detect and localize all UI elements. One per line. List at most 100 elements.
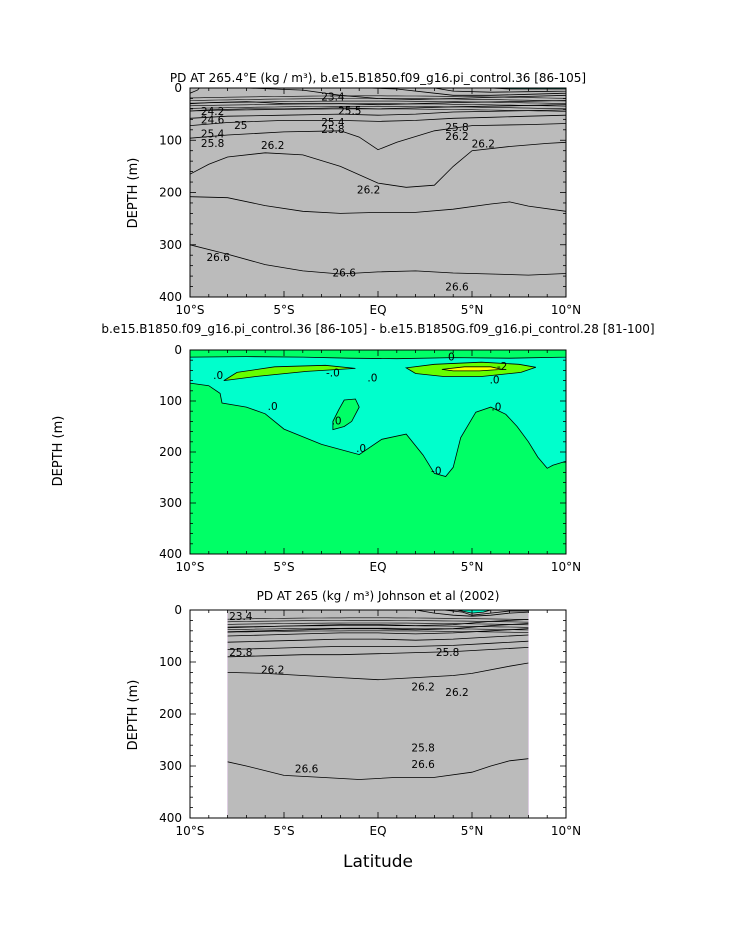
- panel-3-contour-9: [415, 610, 529, 617]
- panel-3-contour-4: [227, 634, 529, 643]
- panel-3-xtick-label-1: 5°S: [273, 824, 294, 838]
- panel-2-contour-label-7: .0: [491, 402, 501, 414]
- panel-1-contour-fine-3: [190, 100, 566, 104]
- panel-1-contour-6: [190, 104, 566, 112]
- panel-1-contour-label-9: 25.5: [338, 106, 361, 118]
- panel-1-contour-label-12: 26.2: [472, 138, 495, 150]
- panel-1-contour-label-16: 26.6: [445, 282, 469, 294]
- panel-1-contour-10: [434, 88, 566, 93]
- panel-3-contour-label-5: 26.2: [445, 687, 468, 699]
- panel-3-layer-11: [227, 610, 529, 818]
- panel-1-contour-label-3: 25: [234, 120, 247, 132]
- panel-3-contour-10: [443, 610, 529, 616]
- panel-3-fields: [227, 610, 529, 818]
- panel-3: PD AT 265 (kg / m³) Johnson et al (2002)…: [126, 589, 581, 838]
- panel-3-contour-11: [456, 610, 491, 614]
- panel-3-contour-label-4: 26.2: [411, 682, 434, 694]
- panel-2-region-1: [332, 398, 360, 431]
- panel-3-xtick-label-2: EQ: [369, 824, 386, 838]
- panel-2-ylabel: DEPTH (m): [51, 416, 66, 487]
- panel-2-contour-label-8: .0: [356, 443, 366, 455]
- panel-3-contour-label-0: 23.4: [229, 611, 253, 623]
- panel-3-contour-fine-5: [227, 627, 529, 631]
- panel-2-xtick-label-4: 10°N: [551, 560, 581, 574]
- panel-1-contour-fine-5: [190, 106, 566, 110]
- panel-3-contour-fine-6: [227, 630, 529, 633]
- panel-1-contour-label-2: 24.6: [201, 114, 225, 126]
- panel-1-contour-5: [190, 109, 566, 119]
- panel-1-contour-4: [190, 114, 566, 126]
- panel-1-contour-2: [190, 141, 566, 188]
- panel-3-xtick-label-0: 10°S: [176, 824, 205, 838]
- panel-1-contour-3: [190, 123, 566, 151]
- panel-3-contour-label-2: 25.8: [436, 647, 459, 659]
- panel-2-contour-label-9: -0: [431, 465, 441, 477]
- panel-2-region-3: [223, 364, 356, 381]
- panel-2-contour-label-10: .0: [332, 415, 342, 427]
- panel-1: PD AT 265.4°E (kg / m³), b.e15.B1850.f09…: [126, 71, 586, 317]
- panel-3-ylabel: DEPTH (m): [126, 680, 141, 751]
- panel-2-contour-label-6: .0: [268, 401, 278, 413]
- panel-3-contour-0: [227, 758, 529, 780]
- panel-1-xtick-label-2: EQ: [369, 303, 386, 317]
- panel-1-xtick-label-0: 10°S: [176, 303, 205, 317]
- panel-3-contour-1: [227, 662, 529, 681]
- panel-3-contour-fine-2: [227, 620, 529, 623]
- panel-1-ytick-label-1: 100: [159, 133, 182, 147]
- panel-2-fields: [190, 350, 566, 554]
- panel-1-contour-label-4: 25.4: [201, 129, 225, 141]
- panel-3-ytick-label-0: 0: [174, 603, 182, 617]
- panel-3-ytick-label-2: 200: [159, 707, 182, 721]
- panel-2-region-5: [441, 366, 503, 372]
- panel-2-ytick-label-0: 0: [174, 343, 182, 357]
- panel-2-xtick-label-1: 5°S: [273, 560, 294, 574]
- panel-3-contour-label-8: 26.6: [411, 759, 435, 771]
- panel-1-contour-fine-6: [190, 108, 566, 112]
- panel-3-contour-label-1: 25.8: [229, 647, 252, 659]
- panel-1-title: PD AT 265.4°E (kg / m³), b.e15.B1850.f09…: [170, 71, 586, 85]
- panel-3-ytick-label-4: 400: [159, 811, 182, 825]
- panel-1-xtick-label-1: 5°S: [273, 303, 294, 317]
- panel-2: b.e15.B1850.f09_g16.pi_control.36 [86-10…: [51, 322, 655, 574]
- panel-3-xtick-label-3: 5°N: [461, 824, 484, 838]
- panel-2-ytick-label-4: 400: [159, 547, 182, 561]
- panel-1-contour-fine-4: [190, 103, 566, 107]
- panel-1-contour-label-5: 25.8: [201, 138, 224, 150]
- panel-1-contour-0: [190, 244, 566, 276]
- panel-3-ytick-label-1: 100: [159, 655, 182, 669]
- figure-xlabel: Latitude: [343, 852, 413, 872]
- panel-1-ytick-label-2: 200: [159, 186, 182, 200]
- panel-1-contour-label-6: 26.2: [261, 140, 284, 152]
- panel-2-xtick-label-0: 10°S: [176, 560, 205, 574]
- panel-1-ytick-label-3: 300: [159, 238, 182, 252]
- panel-1-ytick-label-4: 400: [159, 290, 182, 304]
- panel-1-contour-label-8: 25.8: [321, 124, 344, 136]
- panel-2-contour-label-4: -2: [497, 361, 507, 373]
- panel-1-contour-label-15: 26.6: [333, 268, 357, 280]
- panel-3-title: PD AT 265 (kg / m³) Johnson et al (2002): [257, 589, 500, 603]
- panel-3-ytick-label-3: 300: [159, 759, 182, 773]
- panel-2-xtick-label-3: 5°N: [461, 560, 484, 574]
- panel-2-ytick-label-3: 300: [159, 496, 182, 510]
- panel-3-contour-3: [227, 640, 529, 650]
- panel-1-contour-fine-1: [190, 95, 566, 99]
- panel-2-contour-label-3: .0: [490, 375, 500, 387]
- panel-3-contour-2: [227, 647, 529, 658]
- panel-2-ytick-label-2: 200: [159, 445, 182, 459]
- panel-2-xtick-label-2: EQ: [369, 560, 386, 574]
- panel-3-xtick-label-4: 10°N: [551, 824, 581, 838]
- panel-1-contour-fine-2: [190, 98, 566, 102]
- panel-2-title: b.e15.B1850.f09_g16.pi_control.36 [86-10…: [101, 322, 654, 336]
- panel-3-contour-label-7: 25.8: [411, 742, 434, 754]
- panel-2-contour-label-0: 0: [448, 352, 455, 364]
- panel-1-layer-11: [190, 88, 566, 297]
- panel-1-contour-9: [368, 88, 566, 96]
- panel-1-contour-label-11: 26.2: [445, 131, 468, 143]
- panel-3-contour-label-6: 26.6: [295, 764, 319, 776]
- panel-2-contour-label-2: .0: [367, 373, 377, 385]
- panel-2-ytick-label-1: 100: [159, 394, 182, 408]
- panel-3-contour-fine-4: [227, 625, 529, 628]
- panel-1-contour-label-1: 24.2: [201, 106, 224, 118]
- panel-1-contour-label-0: 23.4: [321, 91, 345, 103]
